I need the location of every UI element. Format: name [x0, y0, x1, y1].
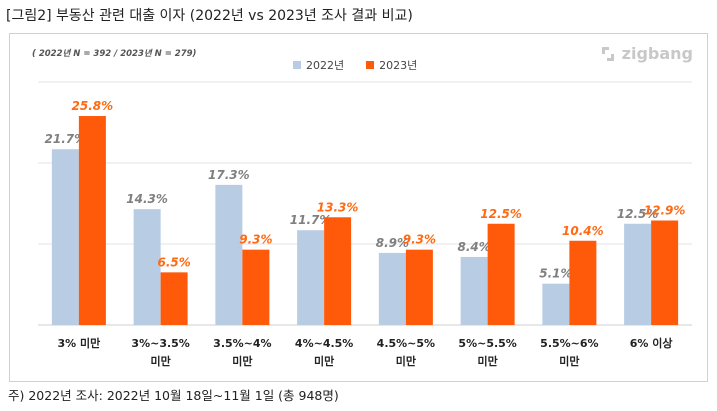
bar-2023 [160, 272, 188, 325]
x-tick-label: 미만 [559, 354, 579, 368]
data-label-2023: 6.5% [157, 255, 190, 269]
x-tick-label: 3.5%~4% [213, 337, 271, 350]
data-label-2023: 25.8% [72, 99, 114, 113]
bar-2022 [51, 149, 79, 325]
x-tick-label: 미만 [314, 354, 334, 368]
x-tick-label: 4.5%~5% [377, 337, 435, 350]
data-label-2022: 14.3% [126, 192, 168, 206]
bar-2023 [487, 223, 515, 325]
bar-chart-plot: 21.7% 25.8% 3% 미만 14.3% 6.5% 3%~3.5% 미만 17.3% 9.… [38, 81, 692, 368]
legend-label-2023: 2023년 [379, 59, 418, 72]
data-label-2022: 8.9% [376, 236, 409, 250]
x-tick-label: 미만 [151, 354, 171, 368]
data-label-2023: 9.3% [239, 233, 272, 247]
bar-2023 [78, 116, 106, 326]
bar-2023 [569, 240, 597, 325]
data-label-2023: 10.4% [562, 224, 604, 238]
legend-item-2022: 2022년 [293, 57, 344, 73]
legend-item-2023: 2023년 [366, 57, 417, 73]
legend-label-2022: 2022년 [306, 59, 345, 72]
zigbang-logo-icon [601, 46, 614, 61]
data-label-2023: 12.5% [480, 207, 522, 221]
data-label-2022: 17.3% [208, 168, 250, 182]
data-label-2022: 11.7% [290, 213, 332, 227]
figure-title: [그림2] 부동산 관련 대출 이자 (2022년 vs 2023년 조사 결과… [6, 8, 413, 24]
legend-swatch-2023 [366, 61, 375, 69]
bar-2022 [297, 230, 325, 325]
bar-2022 [460, 256, 488, 325]
data-label-2023: 13.3% [317, 200, 359, 214]
chart-legend: 2022년 2023년 [293, 57, 417, 73]
bar-2022 [542, 283, 570, 325]
bar-2022 [378, 252, 406, 325]
data-label-2022: 12.5% [617, 207, 659, 221]
bar-2023 [405, 249, 433, 325]
legend-swatch-2022 [293, 61, 301, 69]
bar-2023 [324, 217, 352, 325]
bar-2022 [624, 223, 652, 325]
brand-logo: zigbang [599, 44, 693, 63]
data-label-2022: 8.4% [457, 240, 490, 254]
data-label-2023: 9.3% [403, 233, 436, 247]
bar-2022 [133, 209, 161, 325]
bar-2023 [242, 249, 270, 325]
x-tick-label: 미만 [232, 354, 252, 368]
data-label-2022: 5.1% [539, 267, 572, 281]
x-tick-label: 5.5%~6% [540, 337, 598, 350]
x-tick-label: 5%~5.5% [458, 337, 516, 350]
x-tick-label: 3%~3.5% [131, 337, 189, 350]
data-label-2023: 12.9% [644, 204, 686, 218]
sample-size-note: ( 2022년 N = 392 / 2023년 N = 279) [32, 49, 197, 59]
bar-2023 [651, 220, 679, 325]
footnote: 주) 2022년 조사: 2022년 10월 18일~11월 1일 (총 948… [8, 388, 339, 403]
x-tick-label: 4%~4.5% [295, 337, 353, 350]
bar-2022 [215, 184, 243, 325]
x-tick-label: 6% 이상 [630, 336, 673, 350]
x-tick-label: 3% 미만 [58, 336, 101, 350]
data-label-2022: 21.7% [45, 132, 87, 146]
brand-name: zigbang [621, 44, 693, 63]
chart-frame: ( 2022년 N = 392 / 2023년 N = 279) zigbang… [9, 33, 708, 382]
x-tick-label: 미만 [478, 354, 498, 368]
x-tick-label: 미만 [396, 354, 416, 368]
